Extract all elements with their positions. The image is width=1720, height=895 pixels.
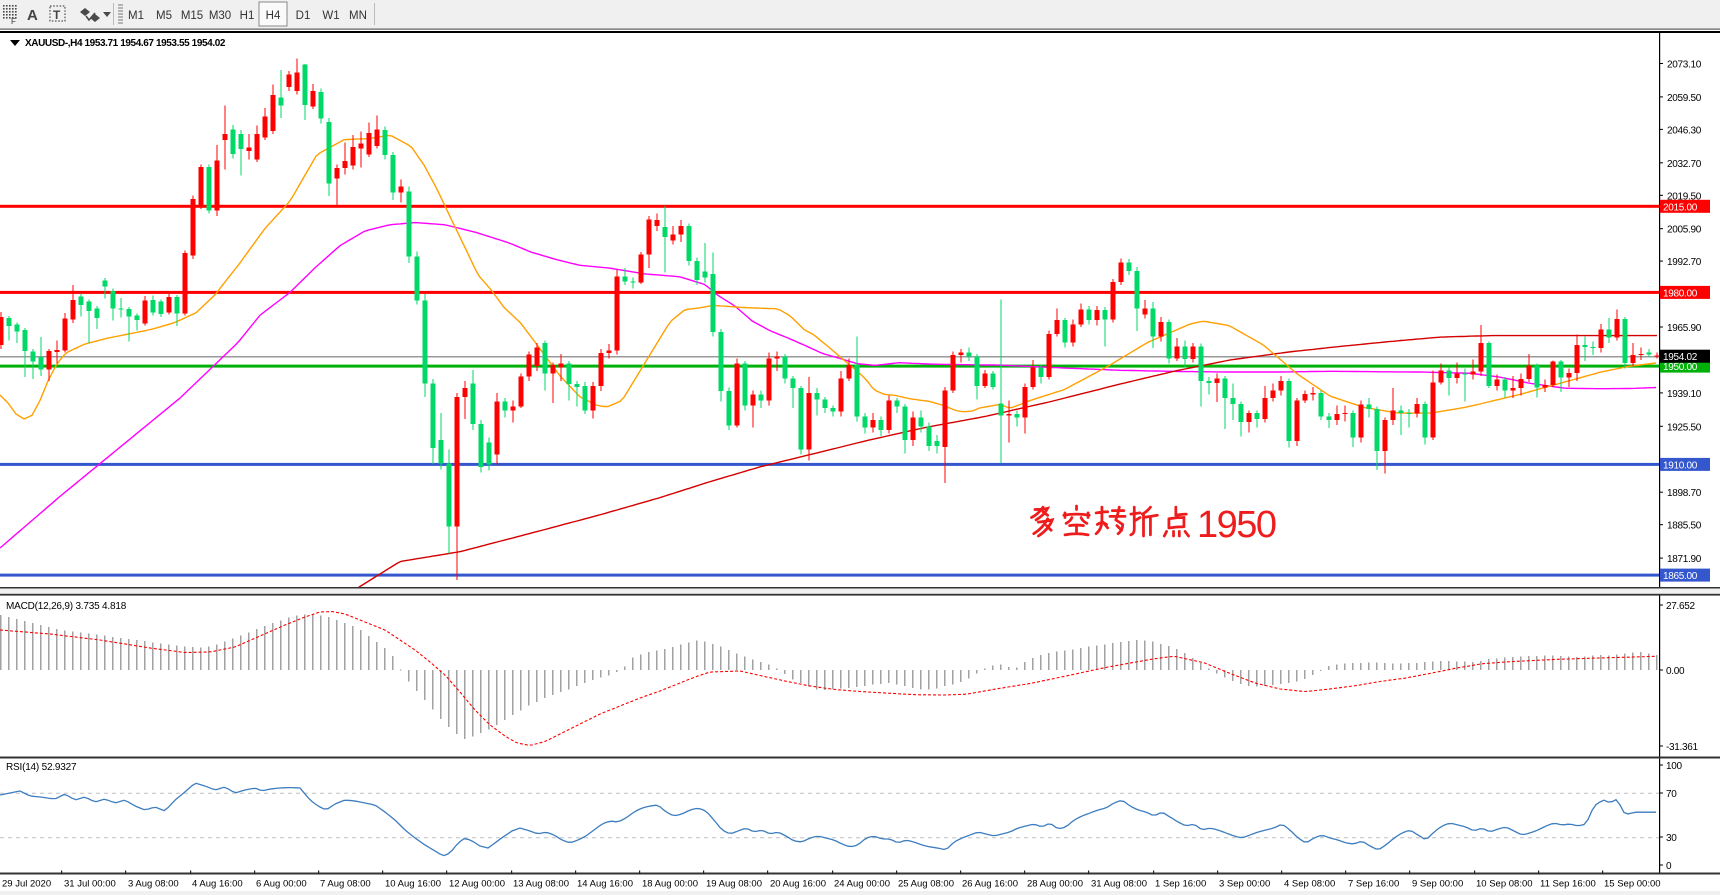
svg-text:18 Aug 00:00: 18 Aug 00:00 [642, 879, 698, 890]
svg-text:XAUUSD-,H4 1953.71 1954.67 19: XAUUSD-,H4 1953.71 1954.67 1953.55 1954.… [25, 38, 226, 49]
svg-text:6 Aug 00:00: 6 Aug 00:00 [256, 879, 307, 890]
svg-text:20 Aug 16:00: 20 Aug 16:00 [770, 879, 826, 890]
svg-text:M30: M30 [209, 10, 231, 22]
svg-text:3 Sep 00:00: 3 Sep 00:00 [1219, 879, 1270, 890]
svg-text:1939.10: 1939.10 [1667, 389, 1702, 400]
svg-text:15 Sep 00:00: 15 Sep 00:00 [1604, 879, 1661, 890]
svg-text:30: 30 [1666, 833, 1677, 844]
svg-text:7 Aug 08:00: 7 Aug 08:00 [320, 879, 371, 890]
svg-text:10 Sep 08:00: 10 Sep 08:00 [1476, 879, 1533, 890]
svg-text:25 Aug 08:00: 25 Aug 08:00 [898, 879, 954, 890]
svg-text:W1: W1 [322, 10, 339, 22]
svg-text:31 Jul 00:00: 31 Jul 00:00 [64, 879, 116, 890]
svg-text:1898.70: 1898.70 [1667, 488, 1702, 499]
svg-text:H4: H4 [266, 10, 281, 22]
svg-text:19 Aug 08:00: 19 Aug 08:00 [706, 879, 762, 890]
svg-text:11 Sep 16:00: 11 Sep 16:00 [1540, 879, 1596, 890]
svg-text:0: 0 [1666, 861, 1672, 872]
svg-text:2015.00: 2015.00 [1663, 202, 1698, 213]
svg-text:1992.70: 1992.70 [1667, 257, 1702, 268]
svg-text:2019.50: 2019.50 [1667, 191, 1702, 202]
svg-text:12 Aug 00:00: 12 Aug 00:00 [449, 879, 505, 890]
svg-text:4 Aug 16:00: 4 Aug 16:00 [192, 879, 243, 890]
svg-text:1 Sep 16:00: 1 Sep 16:00 [1155, 879, 1206, 890]
svg-text:2005.90: 2005.90 [1667, 225, 1702, 236]
svg-text:F: F [11, 17, 16, 26]
svg-text:7 Sep 16:00: 7 Sep 16:00 [1348, 879, 1399, 890]
svg-text:RSI(14) 52.9327: RSI(14) 52.9327 [6, 762, 77, 773]
svg-text:T: T [53, 8, 61, 22]
svg-text:3 Aug 08:00: 3 Aug 08:00 [128, 879, 179, 890]
svg-text:26 Aug 16:00: 26 Aug 16:00 [962, 879, 1018, 890]
svg-text:9 Sep 00:00: 9 Sep 00:00 [1412, 879, 1463, 890]
svg-text:4 Sep 08:00: 4 Sep 08:00 [1284, 879, 1335, 890]
svg-text:M5: M5 [156, 10, 172, 22]
svg-text:MACD(12,26,9) 3.735 4.818: MACD(12,26,9) 3.735 4.818 [6, 601, 127, 612]
svg-text:0.00: 0.00 [1666, 666, 1685, 677]
svg-text:A: A [27, 7, 38, 24]
svg-text:2032.70: 2032.70 [1667, 159, 1702, 170]
svg-text:1965.90: 1965.90 [1667, 323, 1702, 334]
svg-text:27.652: 27.652 [1666, 601, 1696, 612]
svg-text:31 Aug 08:00: 31 Aug 08:00 [1091, 879, 1147, 890]
svg-text:MN: MN [349, 10, 367, 22]
svg-text:1910.00: 1910.00 [1663, 460, 1698, 471]
svg-text:1865.00: 1865.00 [1663, 571, 1698, 582]
svg-text:28 Aug 00:00: 28 Aug 00:00 [1027, 879, 1083, 890]
svg-text:70: 70 [1666, 789, 1677, 800]
svg-text:14 Aug 16:00: 14 Aug 16:00 [577, 879, 633, 890]
svg-text:2059.50: 2059.50 [1667, 93, 1702, 104]
svg-text:1950: 1950 [1197, 504, 1276, 546]
svg-text:-31.361: -31.361 [1666, 742, 1699, 753]
svg-text:M1: M1 [128, 10, 144, 22]
svg-text:H1: H1 [240, 10, 255, 22]
svg-text:1980.00: 1980.00 [1663, 288, 1698, 299]
svg-text:1925.50: 1925.50 [1667, 422, 1702, 433]
svg-text:1885.50: 1885.50 [1667, 521, 1702, 532]
svg-text:2073.10: 2073.10 [1667, 60, 1702, 71]
svg-text:29 Jul 2020: 29 Jul 2020 [2, 879, 51, 890]
svg-text:13 Aug 08:00: 13 Aug 08:00 [513, 879, 569, 890]
svg-text:100: 100 [1666, 761, 1683, 772]
svg-text:1954.02: 1954.02 [1663, 352, 1698, 363]
svg-text:1871.90: 1871.90 [1667, 554, 1702, 565]
svg-text:10 Aug 16:00: 10 Aug 16:00 [385, 879, 441, 890]
svg-text:2046.30: 2046.30 [1667, 125, 1702, 136]
svg-text:1950.00: 1950.00 [1663, 362, 1698, 373]
svg-text:D1: D1 [296, 10, 311, 22]
svg-text:24 Aug 00:00: 24 Aug 00:00 [834, 879, 890, 890]
svg-text:M15: M15 [181, 10, 203, 22]
